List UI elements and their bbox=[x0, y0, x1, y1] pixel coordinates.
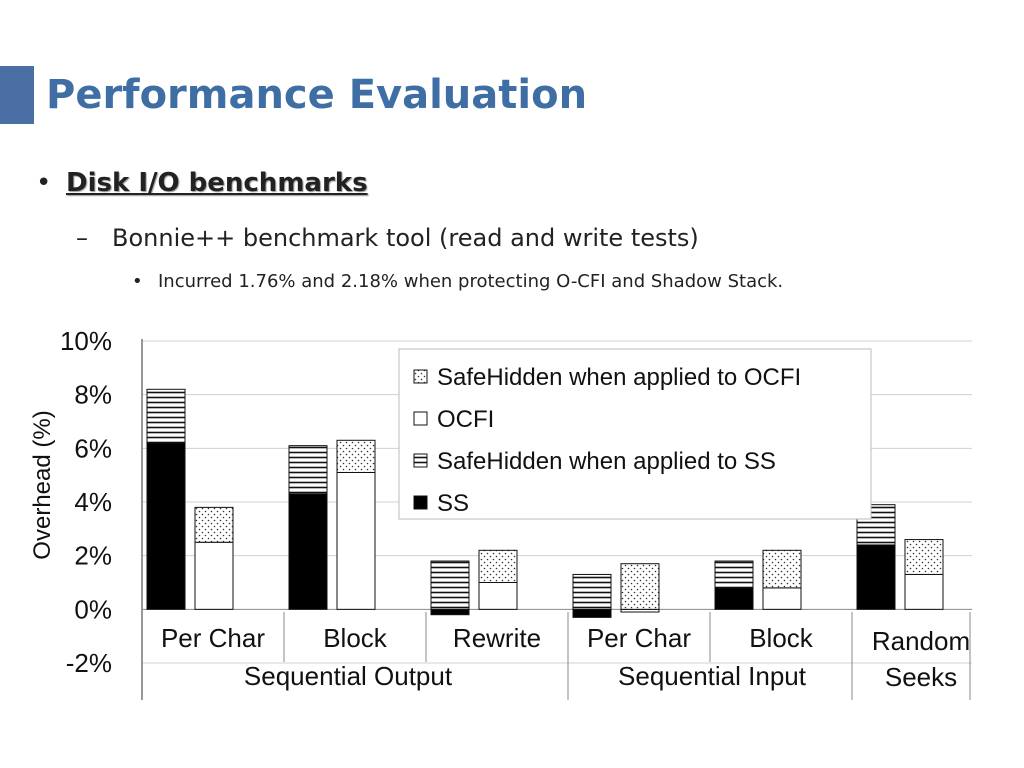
bar-ss-safehidden bbox=[288, 445, 328, 495]
bar-ss-base bbox=[572, 608, 612, 618]
bar-ss-safehidden bbox=[572, 573, 612, 610]
slide-title: Performance Evaluation bbox=[46, 72, 588, 118]
y-axis-title: Overhead (%) bbox=[29, 410, 56, 559]
legend-box bbox=[398, 348, 872, 520]
y-tick-label: 8% bbox=[74, 380, 112, 410]
bar-ocfi-safehidden bbox=[478, 549, 518, 583]
y-tick-label: 4% bbox=[74, 487, 112, 517]
bar-ocfi-base bbox=[762, 587, 802, 610]
legend-entry: SS bbox=[437, 490, 469, 517]
bullet-level3: • Incurred 1.76% and 2.18% when protecti… bbox=[132, 271, 783, 292]
x-category-label: Seeks bbox=[885, 662, 957, 692]
y-tick-label: 2% bbox=[74, 541, 112, 571]
bullet-level2-text: Bonnie++ benchmark tool (read and write … bbox=[112, 224, 699, 252]
bar-ocfi-safehidden bbox=[336, 439, 376, 473]
x-group-label: Sequential Output bbox=[244, 661, 453, 691]
legend: SafeHidden when applied to OCFI OCFI SafeH… bbox=[398, 348, 872, 520]
bar-ss-base bbox=[714, 587, 754, 610]
bar-ocfi-base bbox=[478, 582, 518, 610]
bars bbox=[146, 388, 944, 618]
bullet-marker-small: • bbox=[132, 271, 143, 292]
bar-ss-base bbox=[430, 608, 470, 616]
bar-ss-base bbox=[856, 544, 896, 610]
legend-swatch bbox=[413, 411, 428, 426]
y-tick-label: 0% bbox=[74, 594, 112, 624]
legend-entry: SafeHidden when applied to OCFI bbox=[437, 364, 801, 391]
legend-swatch bbox=[413, 495, 428, 510]
bullet-level1-text: Disk I/O benchmarks bbox=[66, 168, 368, 198]
legend-swatch bbox=[413, 453, 428, 468]
bullet-level1: • Disk I/O benchmarks bbox=[36, 168, 368, 198]
x-group-label: Sequential Input bbox=[618, 661, 807, 691]
bar-ocfi-safehidden bbox=[904, 539, 944, 575]
axes bbox=[141, 339, 972, 700]
bar-ss-base bbox=[146, 442, 186, 610]
legend-swatch bbox=[413, 369, 428, 384]
bar-ocfi-safehidden bbox=[194, 506, 234, 543]
bar-ocfi-base bbox=[904, 573, 944, 610]
y-tick-label: 10% bbox=[60, 326, 112, 356]
dash-marker: – bbox=[76, 224, 88, 252]
x-category-label: Per Char bbox=[587, 623, 691, 653]
legend-entry: SafeHidden when applied to SS bbox=[437, 448, 776, 475]
title-accent-bar bbox=[0, 66, 34, 124]
bar-ocfi-safehidden bbox=[762, 549, 802, 589]
axis-labels: -2% 0% 2% 4% 6% 8% 10% Overhead (%) Per Char Bloc… bbox=[29, 326, 970, 692]
bar-ocfi-safehidden bbox=[620, 563, 660, 610]
x-category-label: Block bbox=[323, 623, 388, 653]
bullet-level2: – Bonnie++ benchmark tool (read and writ… bbox=[76, 224, 699, 252]
x-category-label: Per Char bbox=[161, 623, 265, 653]
bar-ocfi-base bbox=[194, 541, 234, 610]
bullet-level3-text: Incurred 1.76% and 2.18% when protecting… bbox=[158, 271, 784, 292]
x-category-label: Block bbox=[749, 623, 814, 653]
y-tick-label: 6% bbox=[74, 433, 112, 463]
y-tick-label: -2% bbox=[66, 648, 112, 678]
bar-ocfi-base bbox=[336, 471, 376, 610]
bar-ss-safehidden bbox=[146, 388, 186, 444]
bar-ss-safehidden bbox=[430, 560, 470, 610]
bar-ss-base bbox=[288, 493, 328, 610]
bar-ss-safehidden bbox=[714, 560, 754, 589]
legend-entry: OCFI bbox=[437, 406, 494, 433]
x-category-label: Random bbox=[872, 626, 970, 656]
x-category-label: Rewrite bbox=[453, 623, 541, 653]
bullet-marker: • bbox=[36, 168, 52, 198]
